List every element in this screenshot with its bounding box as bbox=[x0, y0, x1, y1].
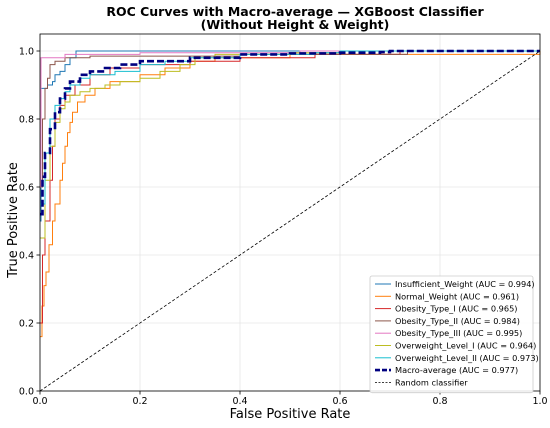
x-tick-label: 0.4 bbox=[232, 396, 247, 407]
x-tick-label: 0.2 bbox=[132, 396, 147, 407]
y-axis-label: True Positive Rate bbox=[6, 162, 21, 279]
legend-label: Obesity_Type_II (AUC = 0.984) bbox=[395, 316, 520, 326]
x-axis-label: False Positive Rate bbox=[230, 407, 351, 422]
legend-label: Macro-average (AUC = 0.977) bbox=[395, 365, 518, 375]
chart-subtitle: (Without Height & Weight) bbox=[201, 17, 390, 32]
x-tick-label: 0.8 bbox=[432, 396, 447, 407]
x-tick-label: 0.6 bbox=[332, 396, 347, 407]
chart-title: ROC Curves with Macro-average — XGBoost … bbox=[106, 4, 484, 19]
plot-frame bbox=[39, 33, 541, 392]
legend-label: Overweight_Level_II (AUC = 0.973) bbox=[395, 353, 539, 363]
y-tick-label: 1.0 bbox=[19, 46, 34, 57]
y-tick-label: 0.8 bbox=[19, 114, 34, 125]
legend-box bbox=[369, 275, 534, 394]
legend: Insufficient_Weight (AUC = 0.994) Normal_… bbox=[369, 275, 539, 394]
legend-label: Overweight_Level_I (AUC = 0.964) bbox=[395, 341, 536, 351]
x-tick-label: 0.0 bbox=[32, 396, 47, 407]
y-tick-label: 0.0 bbox=[19, 386, 34, 397]
series-lines bbox=[39, 49, 541, 392]
series-line-4 bbox=[40, 50, 540, 188]
y-tick-label: 0.6 bbox=[19, 182, 34, 193]
y-tick-label: 0.2 bbox=[19, 318, 34, 329]
legend-label: Insufficient_Weight (AUC = 0.994) bbox=[395, 279, 535, 289]
legend-label: Obesity_Type_I (AUC = 0.965) bbox=[395, 304, 518, 314]
series-line-9 bbox=[39, 50, 541, 392]
legend-label: Random classifier bbox=[395, 377, 468, 387]
series-line-8 bbox=[40, 49, 540, 216]
y-tick-label: 0.4 bbox=[19, 250, 34, 261]
axis-ticks: 0.0 0.2 0.4 0.6 0.8 1.0 0.0 0.2 0.4 0.6 0.8 1.0 bbox=[19, 46, 548, 407]
legend-label: Normal_Weight (AUC = 0.961) bbox=[395, 291, 519, 301]
series-line-2 bbox=[40, 51, 541, 338]
x-tick-label: 1.0 bbox=[532, 396, 547, 407]
legend-label: Obesity_Type_III (AUC = 0.995) bbox=[395, 328, 522, 338]
